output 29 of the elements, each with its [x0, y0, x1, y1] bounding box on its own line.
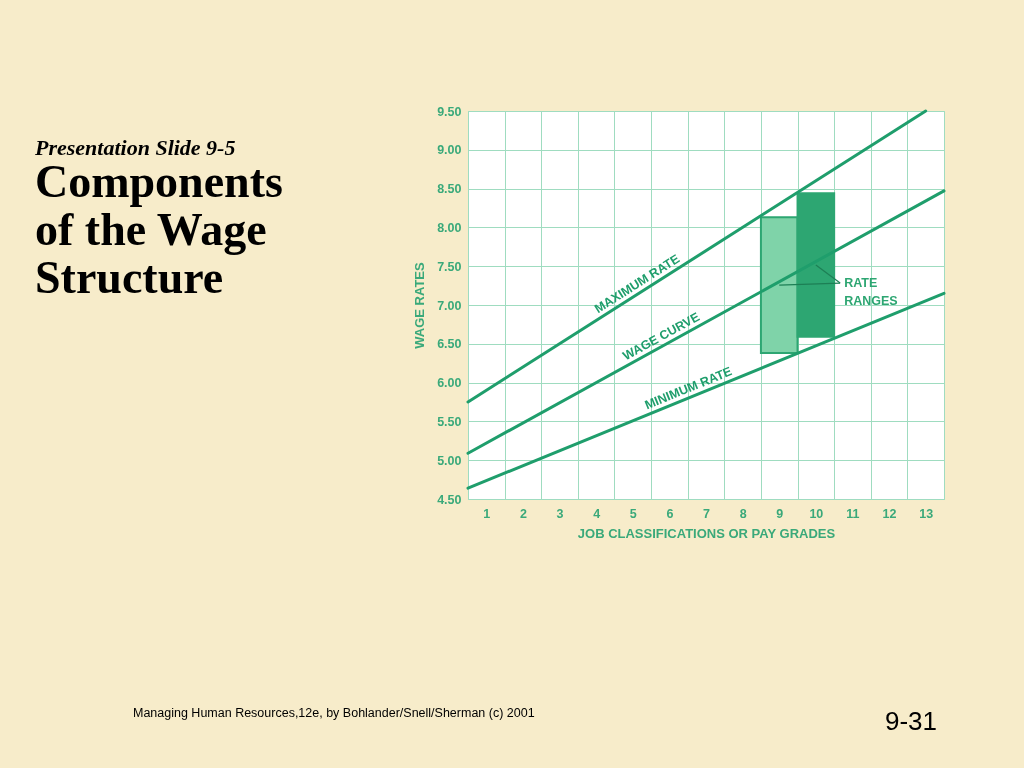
x-tick-label: 12 — [882, 506, 897, 521]
x-tick-label: 9 — [776, 506, 784, 521]
y-tick-label: 7.50 — [437, 259, 462, 274]
y-axis-title: WAGE RATES — [412, 261, 428, 349]
y-tick-label: 9.00 — [437, 143, 462, 158]
x-tick-label: 8 — [739, 506, 747, 521]
x-axis-title: JOB CLASSIFICATIONS OR PAY GRADES — [577, 526, 836, 541]
x-tick-label: 6 — [666, 506, 674, 521]
x-tick-label: 2 — [519, 506, 527, 521]
text: Managing Human Resources,12e, by Bohlander/Snell/Sherman (c) 2001 — [133, 706, 535, 720]
y-tick-label: 5.50 — [437, 414, 462, 429]
y-tick-label: 4.50 — [437, 492, 462, 507]
x-tick-label: 10 — [809, 506, 824, 521]
x-tick-label: 4 — [593, 506, 601, 521]
series-label: RATE RANGES — [844, 276, 898, 309]
x-tick-label: 7 — [703, 506, 711, 521]
y-tick-label: 9.50 — [437, 104, 462, 119]
x-tick-label: 13 — [919, 506, 934, 521]
y-tick-label: 7.00 — [437, 298, 462, 313]
x-tick-label: 5 — [629, 506, 637, 521]
x-tick-label: 1 — [483, 506, 491, 521]
y-tick-label: 5.00 — [437, 453, 462, 468]
y-tick-label: 8.50 — [437, 182, 462, 197]
y-tick-label: 6.50 — [437, 337, 462, 352]
y-tick-label: 8.00 — [437, 220, 462, 235]
x-tick-label: 11 — [846, 506, 860, 521]
text: 9-31 — [885, 706, 938, 736]
x-tick-label: 3 — [556, 506, 564, 521]
y-tick-label: 6.00 — [437, 376, 462, 391]
